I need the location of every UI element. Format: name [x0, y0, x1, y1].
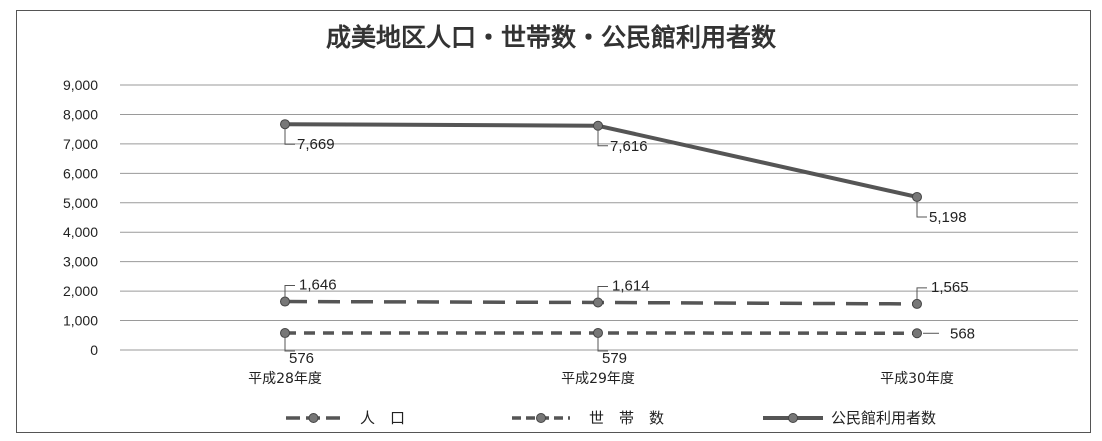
chart-title: 成美地区人口・世帯数・公民館利用者数 — [325, 23, 776, 52]
legend-swatch-marker — [536, 413, 546, 423]
x-tick-label: 平成29年度 — [561, 371, 635, 387]
legend-swatch-marker — [788, 413, 798, 423]
legend-label: 人 口 — [360, 409, 405, 427]
data-label: 7,669 — [297, 136, 335, 153]
y-tick-label: 4,000 — [63, 224, 98, 240]
leader-line — [597, 129, 608, 147]
data-point — [912, 328, 922, 339]
y-tick-label: 8,000 — [63, 106, 98, 122]
legend-swatch-marker — [308, 413, 319, 423]
legend-label: 公民館利用者数 — [831, 409, 936, 427]
y-tick-label: 2,000 — [63, 283, 98, 299]
leader-line — [916, 287, 927, 300]
data-point — [593, 327, 603, 338]
y-tick-label: 9,000 — [63, 77, 98, 93]
data-point — [280, 296, 290, 307]
leader-line — [916, 200, 927, 218]
data-label: 1,614 — [612, 277, 650, 294]
series-line — [284, 122, 918, 199]
data-point — [280, 328, 290, 339]
data-point — [593, 297, 603, 308]
data-point — [912, 298, 922, 309]
x-tick-label: 平成30年度 — [880, 371, 954, 387]
data-label: 576 — [289, 350, 314, 367]
data-point — [912, 191, 922, 202]
leader-line — [284, 337, 295, 352]
leader-line — [284, 128, 295, 145]
y-tick-label: 5,000 — [63, 195, 98, 211]
data-label: 1,565 — [931, 279, 969, 296]
y-tick-label: 6,000 — [63, 165, 98, 181]
data-label: 7,616 — [610, 138, 648, 155]
data-label: 5,198 — [929, 209, 967, 226]
leader-line — [284, 285, 295, 298]
data-label: 568 — [950, 325, 975, 342]
y-tick-label: 7,000 — [63, 136, 98, 152]
y-tick-label: 0 — [90, 342, 98, 358]
data-point — [280, 119, 290, 130]
x-tick-label: 平成28年度 — [248, 371, 322, 387]
data-point — [593, 120, 603, 131]
leader-line — [597, 336, 608, 352]
data-label: 579 — [602, 350, 627, 367]
y-tick-label: 1,000 — [63, 313, 98, 329]
data-label: 1,646 — [299, 277, 337, 294]
chart-frame — [16, 10, 1091, 433]
y-tick-label: 3,000 — [63, 254, 98, 270]
leader-line — [597, 285, 608, 299]
legend-label: 世 帯 数 — [589, 409, 664, 427]
